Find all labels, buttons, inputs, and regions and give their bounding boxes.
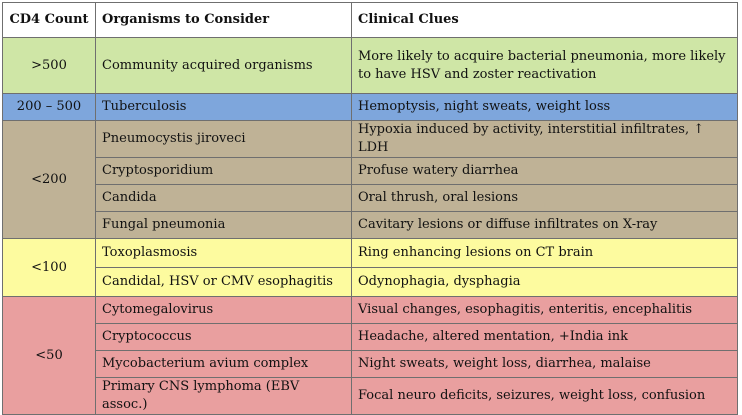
table-row: Mycobacterium avium complex Night sweats… xyxy=(3,350,738,378)
organism-cell: Cytomegalovirus xyxy=(95,296,352,324)
organism-cell: Toxoplasmosis xyxy=(95,238,352,268)
cd4-count-cell: 200 – 500 xyxy=(2,93,96,121)
cd4-count-cell: <100 xyxy=(2,238,96,297)
clinical-clue-cell: Oral thrush, oral lesions xyxy=(351,184,738,212)
organism-cell: Fungal pneumonia xyxy=(95,211,352,239)
organism-cell: Candidal, HSV or CMV esophagitis xyxy=(95,267,352,297)
cd4-count-cell: >500 xyxy=(2,37,96,94)
organism-cell: Primary CNS lymphoma (EBV assoc.) xyxy=(95,377,352,415)
cd4-count-cell: <200 xyxy=(2,120,96,239)
table-row: <50 Cytomegalovirus Visual changes, esop… xyxy=(2,296,738,415)
clinical-clue-cell: Focal neuro deficits, seizures, weight l… xyxy=(351,377,738,415)
table-row: Cryptosporidium Profuse watery diarrhea xyxy=(3,157,738,185)
organism-cell: Cryptosporidium xyxy=(95,157,352,185)
table-row: <100 Toxoplasmosis Ring enhancing lesion… xyxy=(2,238,738,297)
clinical-clue-cell: Odynophagia, dysphagia xyxy=(351,267,738,297)
table-row: Cryptococcus Headache, altered mentation… xyxy=(3,323,738,351)
header-cd4-count: CD4 Count xyxy=(2,2,96,38)
header-organisms: Organisms to Consider xyxy=(95,2,352,38)
cd4-count-cell: <50 xyxy=(2,296,96,415)
clinical-clue-cell: Visual changes, esophagitis, enteritis, … xyxy=(351,296,738,324)
clinical-clue-cell: Profuse watery diarrhea xyxy=(351,157,738,185)
organism-cell: Candida xyxy=(95,184,352,212)
clinical-clue-cell: Hypoxia induced by activity, interstitia… xyxy=(351,120,738,158)
header-clinical-clues: Clinical Clues xyxy=(351,2,738,38)
organism-cell: Mycobacterium avium complex xyxy=(95,350,352,378)
organism-cell: Pneumocystis jiroveci xyxy=(95,120,352,158)
table-row: Primary CNS lymphoma (EBV assoc.) Focal … xyxy=(3,377,738,415)
clinical-clue-cell: More likely to acquire bacterial pneumon… xyxy=(351,37,738,94)
organism-cell: Tuberculosis xyxy=(95,93,352,121)
clinical-clue-cell: Headache, altered mentation, +India ink xyxy=(351,323,738,351)
clinical-clue-cell: Night sweats, weight loss, diarrhea, mal… xyxy=(351,350,738,378)
table-row: Candida Oral thrush, oral lesions xyxy=(3,184,738,212)
header-row: CD4 Count Organisms to Consider Clinical… xyxy=(2,2,738,38)
table-row: 200 – 500 Tuberculosis Hemoptysis, night… xyxy=(2,93,738,121)
organism-cell: Cryptococcus xyxy=(95,323,352,351)
table-row: Fungal pneumonia Cavitary lesions or dif… xyxy=(3,211,738,239)
table-row: <200 Pneumocystis jiroveci Hypoxia induc… xyxy=(2,120,738,239)
clinical-clue-cell: Hemoptysis, night sweats, weight loss xyxy=(351,93,738,121)
table-row: >500 Community acquired organisms More l… xyxy=(2,37,738,94)
clinical-clue-cell: Ring enhancing lesions on CT brain xyxy=(351,238,738,268)
organism-cell: Community acquired organisms xyxy=(95,37,352,94)
table-row: Candidal, HSV or CMV esophagitis Odynoph… xyxy=(3,267,738,297)
clinical-clue-cell: Cavitary lesions or diffuse infiltrates … xyxy=(351,211,738,239)
